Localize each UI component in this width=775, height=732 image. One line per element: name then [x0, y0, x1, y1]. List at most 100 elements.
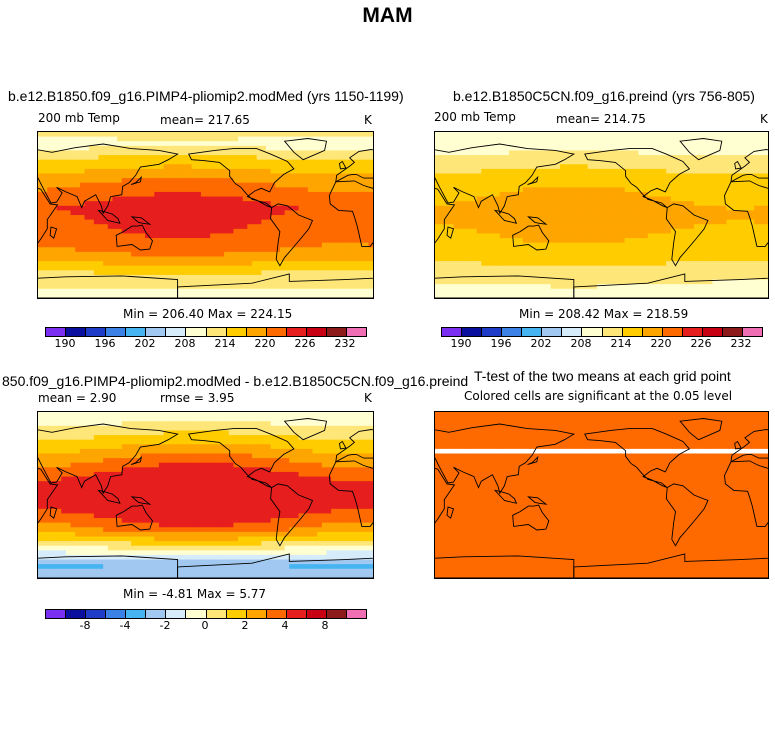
grid-cell [345, 261, 351, 267]
grid-cell [749, 201, 755, 207]
grid-cell [79, 136, 86, 142]
grid-cell [476, 265, 482, 271]
grid-cell [131, 228, 137, 235]
grid-cell [182, 265, 188, 271]
grid-cell [121, 178, 127, 184]
grid-cell [270, 150, 276, 156]
grid-cell [620, 136, 626, 142]
grid-cell [126, 178, 132, 184]
grid-cell [42, 191, 48, 198]
grid-cell [439, 173, 445, 179]
grid-cell [578, 159, 584, 165]
grid-cell [79, 196, 86, 202]
grid-cell [270, 201, 276, 207]
grid-cell [326, 150, 332, 156]
grid-cell [98, 187, 104, 193]
grid-cell [321, 182, 328, 188]
grid-cell [228, 155, 235, 161]
grid-cell [587, 141, 593, 147]
grid-cell [219, 251, 225, 258]
grid-cell [541, 210, 547, 216]
grid-cell [481, 201, 487, 207]
grid-cell [117, 238, 123, 244]
grid-cell [345, 141, 351, 147]
grid-cell [279, 164, 286, 170]
grid-cell [363, 168, 369, 175]
grid-cell [349, 150, 355, 156]
grid-cell [670, 247, 677, 253]
grid-cell [191, 288, 197, 294]
grid-cell [284, 182, 290, 188]
grid-cell [740, 210, 746, 216]
grid-cell [349, 136, 355, 142]
grid-cell [75, 168, 81, 175]
grid-cell [569, 224, 575, 230]
grid-cell [550, 270, 556, 276]
grid-cell [158, 233, 165, 239]
grid-cell [499, 274, 505, 281]
grid-cell [284, 274, 290, 281]
grid-cell [564, 247, 570, 253]
grid-cell [684, 210, 690, 216]
grid-cell [541, 242, 547, 248]
grid-cell [698, 196, 704, 202]
grid-cell [624, 173, 630, 179]
grid-cell [284, 261, 290, 267]
grid-cell [84, 256, 90, 262]
grid-cell [666, 173, 672, 179]
grid-cell [284, 136, 290, 142]
grid-cell [698, 228, 704, 235]
grid-cell [680, 238, 686, 244]
grid-cell [219, 242, 225, 248]
grid-cell [550, 238, 556, 244]
grid-cell [703, 187, 709, 193]
grid-cell [340, 178, 346, 184]
grid-cell [476, 178, 482, 184]
grid-cell [65, 288, 72, 294]
grid-cell [652, 242, 658, 248]
grid-cell [638, 233, 644, 239]
grid-cell [573, 141, 579, 147]
grid-cell [476, 132, 482, 138]
grid-cell [596, 191, 603, 198]
grid-cell [177, 159, 183, 165]
grid-cell [522, 247, 529, 253]
grid-cell [261, 279, 267, 285]
grid-cell [624, 270, 630, 276]
grid-cell [158, 196, 165, 202]
grid-cell [359, 274, 365, 281]
grid-cell [532, 132, 538, 138]
grid-cell [749, 274, 755, 281]
grid-cell [200, 159, 207, 165]
grid-cell [740, 247, 746, 253]
grid-cell [744, 150, 751, 156]
grid-cell [703, 228, 709, 235]
grid-cell [284, 168, 290, 175]
grid-cell [331, 145, 337, 152]
grid-cell [606, 155, 612, 161]
grid-cell [210, 247, 216, 253]
grid-cell [555, 136, 561, 142]
grid-cell [744, 224, 751, 230]
grid-cell [527, 164, 533, 170]
grid-cell [606, 141, 612, 147]
grid-cell [289, 284, 295, 290]
grid-cell [670, 132, 677, 138]
grid-cell [721, 224, 727, 230]
grid-cell [564, 191, 570, 198]
grid-cell [289, 270, 295, 276]
grid-cell [326, 196, 332, 202]
grid-cell [721, 219, 727, 225]
grid-cell [707, 145, 714, 152]
grid-cell [312, 256, 318, 262]
grid-cell [481, 265, 487, 271]
grid-cell [652, 251, 658, 258]
grid-cell [238, 224, 244, 230]
grid-cell [93, 274, 100, 281]
grid-cell [643, 182, 649, 188]
grid-cell [439, 132, 445, 138]
grid-cell [38, 168, 44, 175]
grid-cell [168, 284, 174, 290]
grid-cell [168, 228, 174, 235]
grid-cell [47, 178, 53, 184]
